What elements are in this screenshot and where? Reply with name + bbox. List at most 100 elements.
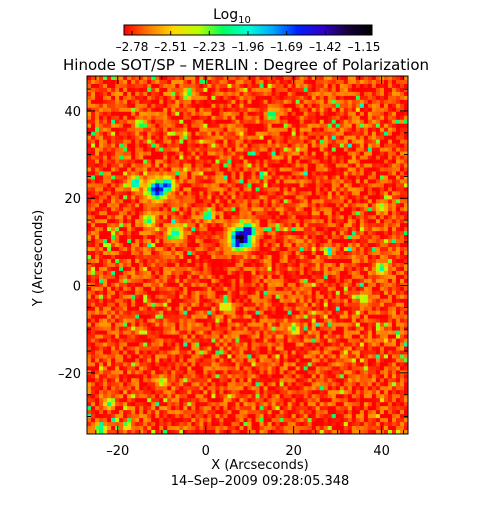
heatmap-cell — [291, 155, 297, 161]
heatmap-cell — [307, 111, 313, 117]
heatmap-cell — [343, 179, 349, 184]
heatmap-cell — [223, 147, 229, 153]
heatmap-cell — [283, 159, 289, 165]
heatmap-cell — [143, 95, 148, 101]
heatmap-cell — [247, 87, 253, 93]
heatmap-cell — [143, 278, 148, 284]
heatmap-cell — [347, 79, 353, 85]
heatmap-cell — [343, 274, 349, 280]
heatmap-cell — [167, 183, 172, 188]
heatmap-cell — [187, 131, 192, 137]
heatmap-cell — [171, 107, 176, 113]
heatmap-cell — [339, 207, 345, 212]
heatmap-cell — [359, 255, 365, 260]
heatmap-cell — [247, 131, 253, 137]
heatmap-cell — [207, 258, 212, 264]
heatmap-cell — [251, 107, 257, 113]
heatmap-cell — [279, 266, 285, 272]
heatmap-cell — [95, 115, 100, 121]
heatmap-cell — [179, 79, 184, 85]
heatmap-cell — [179, 95, 184, 101]
heatmap-cell — [339, 255, 345, 260]
heatmap-cell — [87, 179, 92, 184]
heatmap-cell — [363, 294, 369, 300]
heatmap-cell — [371, 310, 377, 316]
heatmap-cell — [211, 159, 216, 165]
heatmap-cell — [211, 278, 216, 284]
heatmap-cell — [359, 195, 365, 200]
heatmap-cell — [199, 131, 204, 137]
heatmap-cell — [319, 262, 325, 268]
heatmap-cell — [119, 231, 124, 236]
heatmap-cell — [315, 302, 321, 308]
heatmap-cell — [255, 235, 261, 240]
heatmap-cell — [231, 91, 237, 97]
heatmap-cell — [171, 302, 176, 308]
heatmap-cell — [283, 294, 289, 300]
heatmap-cell — [95, 231, 100, 236]
heatmap-cell — [343, 310, 349, 316]
colorbar-ticks: –2.78 –2.51 –2.23 –1.96 –1.69 –1.42 –1.15 — [116, 31, 380, 54]
heatmap-cell — [207, 318, 212, 324]
heatmap-cell — [239, 155, 245, 161]
heatmap-cell — [231, 127, 237, 133]
heatmap-cell — [139, 79, 144, 85]
heatmap-cell — [95, 239, 100, 244]
heatmap-cell — [303, 123, 309, 129]
heatmap-cell — [383, 278, 389, 284]
heatmap-cell — [395, 211, 401, 216]
heatmap-cell — [99, 127, 104, 133]
heatmap-cell — [395, 187, 401, 192]
heatmap-cell — [331, 282, 337, 288]
heatmap-cell — [275, 294, 281, 300]
heatmap-cell — [387, 147, 393, 153]
heatmap-cell — [323, 167, 329, 173]
heatmap-cell — [383, 131, 389, 137]
heatmap-cell — [331, 159, 337, 165]
heatmap-cell — [399, 83, 405, 89]
heatmap-cell — [323, 290, 329, 296]
heatmap-cell — [403, 231, 408, 236]
heatmap-cell — [127, 103, 132, 109]
heatmap-cell — [331, 227, 337, 232]
heatmap-cell — [227, 239, 233, 244]
heatmap-cell — [179, 195, 184, 200]
heatmap-cell — [139, 211, 144, 216]
heatmap-cell — [327, 302, 333, 308]
heatmap-cell — [183, 302, 188, 308]
heatmap-cell — [339, 318, 345, 324]
heatmap-cell — [135, 270, 140, 276]
heatmap-cell — [343, 318, 349, 324]
heatmap-cell — [263, 306, 269, 312]
heatmap-cell — [147, 76, 152, 81]
heatmap-cell — [247, 302, 253, 308]
heatmap-cell — [275, 215, 281, 220]
heatmap-cell — [291, 302, 297, 308]
heatmap-cell — [255, 99, 261, 105]
heatmap-cell — [207, 207, 212, 212]
heatmap-cell — [239, 278, 245, 284]
heatmap-cell — [103, 151, 108, 157]
heatmap-cell — [179, 219, 184, 224]
heatmap-cell — [279, 139, 285, 145]
heatmap-cell — [295, 83, 301, 89]
heatmap-cell — [379, 294, 385, 300]
heatmap-cell — [347, 167, 353, 173]
heatmap-cell — [95, 318, 100, 324]
heatmap-cell — [187, 107, 192, 113]
heatmap-cell — [375, 306, 381, 312]
heatmap-cell — [323, 123, 329, 129]
heatmap-cell — [183, 203, 188, 208]
heatmap-cell — [247, 274, 253, 280]
heatmap-cell — [151, 79, 156, 85]
heatmap-cell — [379, 187, 385, 192]
heatmap-cell — [155, 266, 160, 272]
heatmap-cell — [311, 203, 317, 208]
heatmap-cell — [343, 167, 349, 173]
heatmap-cell — [123, 258, 128, 264]
heatmap-cell — [207, 314, 212, 320]
heatmap-cell — [239, 211, 245, 216]
heatmap-cell — [195, 159, 200, 165]
heatmap-cell — [155, 247, 160, 252]
heatmap-cell — [375, 151, 381, 157]
